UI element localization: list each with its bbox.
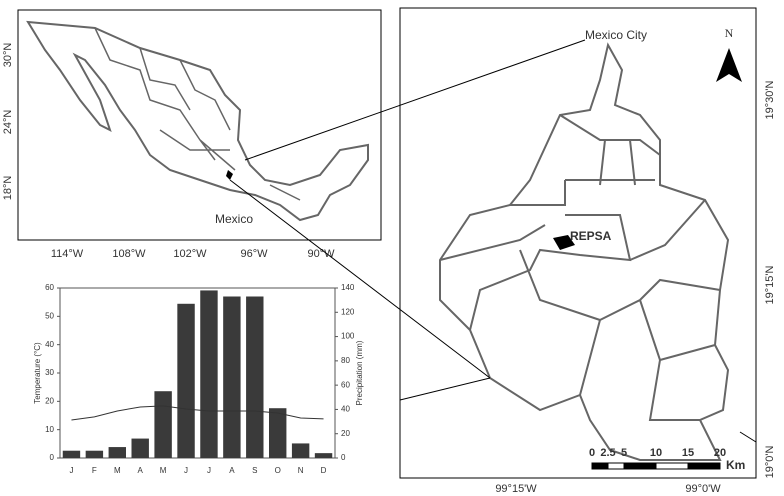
y-tick-label: 40 [45, 340, 54, 349]
mexico-outline [26, 20, 369, 222]
x-tick-label: N [298, 466, 304, 475]
precipitation-bar [200, 290, 218, 458]
plot-frame [59, 287, 336, 459]
precipitation-bar [62, 450, 81, 458]
scale-segment [623, 462, 657, 470]
scale-segment [607, 462, 625, 470]
y-tick-label: 30 [45, 368, 54, 377]
y2-tick-label: 20 [341, 429, 350, 438]
lon-label: 102°W [173, 248, 207, 260]
site-marker [553, 235, 575, 250]
scale-label: 0 [589, 447, 595, 459]
precipitation-bar [291, 443, 310, 458]
y2-axis-label: Precipitation (mm) [355, 340, 364, 405]
precipitation-bar [85, 450, 104, 458]
lat-label: 19°15'N [764, 265, 776, 304]
precipitation-bar [177, 303, 195, 458]
y-tick-label: 0 [50, 453, 55, 462]
y2-tick-label: 60 [341, 380, 350, 389]
x-tick-label: A [138, 466, 144, 475]
precipitation-bar [154, 391, 172, 458]
lat-label: 19°0'N [764, 446, 776, 479]
site-label: REPSA [570, 229, 612, 243]
city-marker [226, 170, 233, 180]
x-tick-label: F [92, 466, 97, 475]
precipitation-bar [246, 296, 264, 458]
scale-unit: Km [726, 458, 745, 472]
scale-segment [591, 462, 609, 470]
y2-tick-label: 100 [341, 332, 355, 341]
temperature-line [71, 405, 324, 421]
y2-tick-label: 40 [341, 405, 350, 414]
scale-label: 15 [682, 447, 694, 459]
lon-label: 99°15'W [495, 483, 537, 495]
country-label: Mexico [215, 212, 253, 226]
x-tick-label: J [69, 466, 73, 475]
connector [229, 39, 586, 379]
lon-label: 90°W [307, 248, 335, 260]
lon-label: 114°W [51, 248, 84, 260]
y-tick-label: 50 [45, 311, 54, 320]
y2-tick-label: 120 [341, 307, 355, 316]
boundary-line [399, 377, 757, 443]
x-tick-label: M [114, 466, 121, 475]
scale-label: 20 [714, 447, 726, 459]
x-tick-label: M [160, 466, 167, 475]
lon-label: 108°W [112, 248, 146, 260]
y-tick-label: 60 [45, 283, 54, 292]
precipitation-bar [223, 296, 241, 458]
y2-tick-label: 140 [341, 283, 355, 292]
precipitation-bar [131, 438, 149, 458]
lat-label: 30°N [2, 43, 14, 68]
scale-segment [687, 462, 721, 470]
y-tick-label: 10 [45, 425, 54, 434]
north-arrow [716, 48, 742, 82]
scale-label: 2.5 [600, 447, 615, 459]
y2-tick-label: 0 [341, 453, 346, 462]
city-outline [439, 42, 730, 461]
y-tick-label: 20 [45, 396, 54, 405]
climate-chart: 0 10 20 30 40 50 60 0 20 40 60 80 100 120 140 Temperatu… [33, 283, 364, 475]
borough-borders [439, 114, 721, 421]
city-label: Mexico City [585, 28, 647, 42]
x-tick-label: O [275, 466, 281, 475]
precipitation-bar [314, 453, 333, 458]
x-tick-label: D [321, 466, 327, 475]
precipitation-bar [108, 447, 126, 458]
lat-label: 19°30'N [764, 80, 776, 119]
scale-label: 5 [621, 447, 627, 459]
y2-tick-label: 80 [341, 356, 350, 365]
x-tick-label: S [252, 466, 257, 475]
scale-segment [655, 462, 689, 470]
lon-label: 96°W [240, 248, 268, 260]
north-label: N [725, 26, 734, 40]
lat-label: 18°N [2, 176, 14, 201]
x-tick-label: J [184, 466, 188, 475]
x-tick-label: J [207, 466, 211, 475]
x-tick-label: A [229, 466, 235, 475]
y-axis-label: Temperature (°C) [33, 342, 42, 404]
scale-label: 10 [650, 447, 662, 459]
state-borders [94, 27, 301, 201]
lat-label: 24°N [2, 110, 14, 135]
lon-label: 99°0'W [685, 483, 721, 495]
precipitation-bar [269, 408, 287, 458]
